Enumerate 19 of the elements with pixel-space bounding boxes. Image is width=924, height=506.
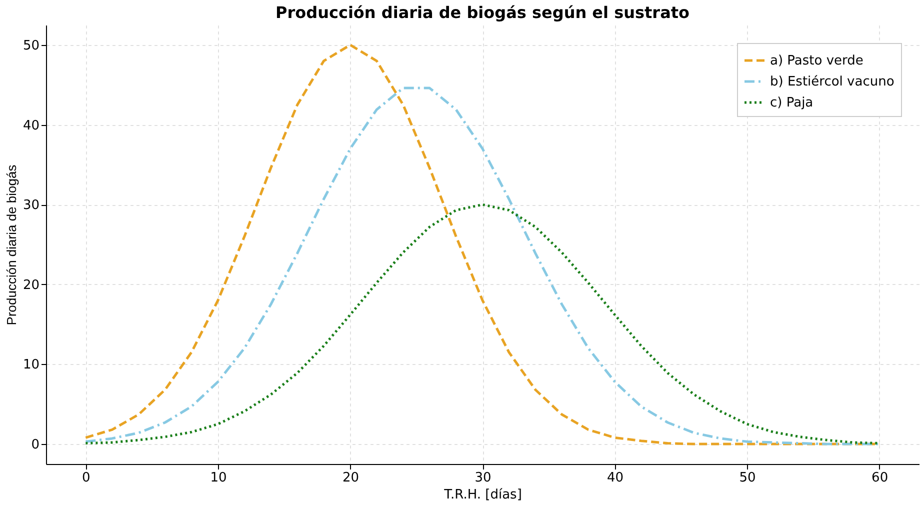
- legend-label: a) Pasto verde: [770, 54, 864, 68]
- legend-label: b) Estiércol vacuno: [770, 74, 894, 90]
- y-tick-label: 40: [22, 118, 40, 134]
- y-tick-label: 10: [22, 358, 40, 373]
- y-tick-label: 20: [22, 278, 40, 293]
- x-tick-label: 50: [739, 470, 756, 486]
- x-tick-label: 30: [474, 470, 492, 486]
- x-tick-label: 0: [82, 470, 90, 486]
- legend-label: c) Paja: [770, 96, 814, 110]
- x-tick-label: 40: [607, 470, 624, 486]
- y-tick-label: 50: [22, 38, 40, 54]
- x-tick-label: 10: [210, 470, 227, 486]
- y-axis-title: Producción diaria de biogás: [4, 164, 19, 326]
- x-tick-label: 20: [342, 470, 359, 486]
- x-tick-label: 60: [872, 470, 888, 486]
- y-tick-label: 0: [31, 438, 40, 453]
- chart-title: Producción diaria de biogás según el sustrato: [276, 3, 690, 22]
- x-axis-title: T.R.H. [días]: [443, 488, 522, 502]
- y-tick-label: 30: [22, 198, 40, 214]
